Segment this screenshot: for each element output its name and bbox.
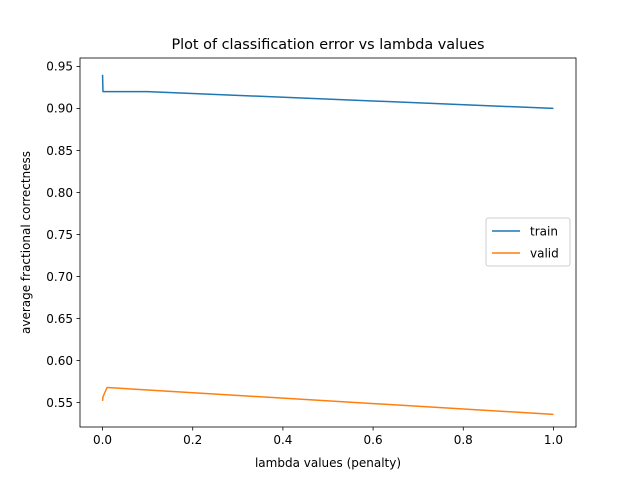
x-tick-label: 0.2 bbox=[183, 433, 202, 447]
y-tick-label: 0.65 bbox=[46, 312, 73, 326]
x-tick-label: 0.4 bbox=[273, 433, 292, 447]
y-tick-label: 0.85 bbox=[46, 144, 73, 158]
plot-lines bbox=[101, 74, 554, 416]
y-axis-ticks: 0.55 0.60 0.65 0.70 0.75 0.80 0.85 0.90 0.95 bbox=[46, 60, 80, 410]
x-tick-label: 0.6 bbox=[364, 433, 383, 447]
y-tick-label: 0.95 bbox=[46, 60, 73, 74]
legend-label-train: train bbox=[530, 224, 558, 238]
series-line-valid bbox=[101, 386, 554, 416]
chart-title: Plot of classification error vs lambda v… bbox=[171, 37, 484, 53]
legend: train valid bbox=[485, 217, 571, 267]
y-tick-label: 0.80 bbox=[46, 186, 73, 200]
x-axis-ticks: 0.0 0.2 0.4 0.6 0.8 1.0 bbox=[93, 427, 563, 447]
x-tick-label: 0.8 bbox=[454, 433, 473, 447]
series-line-train bbox=[101, 74, 554, 110]
x-tick-label: 1.0 bbox=[544, 433, 563, 447]
y-tick-label: 0.70 bbox=[46, 270, 73, 284]
x-tick-label: 0.0 bbox=[93, 433, 112, 447]
x-axis-label: lambda values (penalty) bbox=[255, 456, 401, 470]
plot-frame bbox=[79, 57, 577, 428]
y-tick-label: 0.60 bbox=[46, 354, 73, 368]
y-tick-label: 0.90 bbox=[46, 102, 73, 116]
y-tick-label: 0.75 bbox=[46, 228, 73, 242]
y-axis-label: average fractional correctness bbox=[19, 151, 33, 334]
y-tick-label: 0.55 bbox=[46, 396, 73, 410]
legend-box bbox=[485, 217, 571, 267]
legend-label-valid: valid bbox=[530, 246, 559, 260]
